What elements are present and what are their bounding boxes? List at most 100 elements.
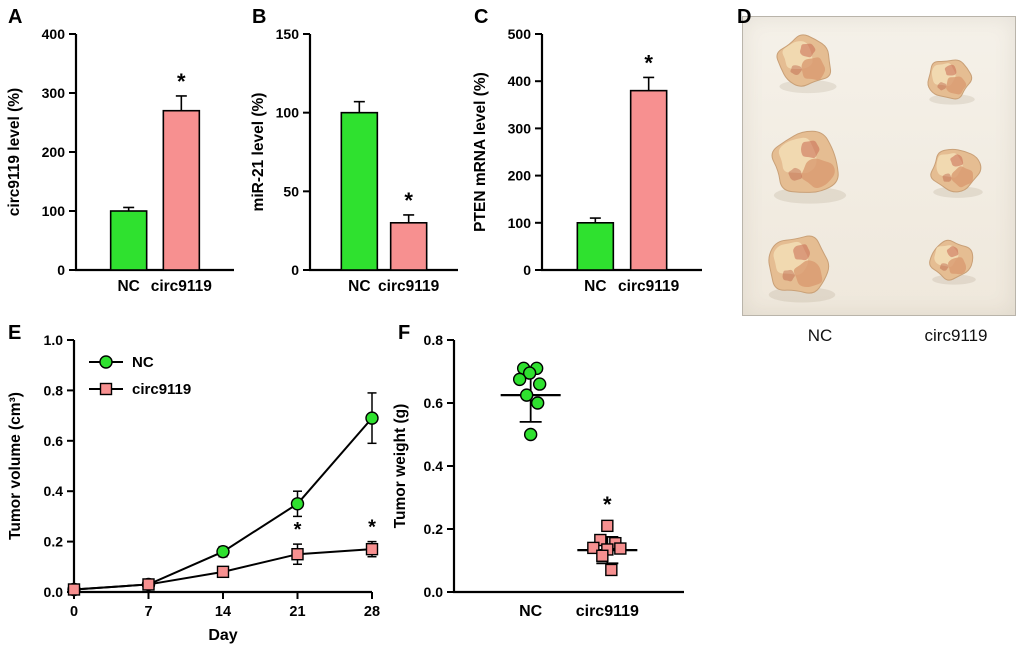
panel-c: C 0 100 200 300 400 500 PTEN mRNA level (%) NC *… [468,2,712,312]
svg-text:14: 14 [215,604,231,620]
svg-text:Tumor weight (g): Tumor weight (g) [392,404,409,529]
svg-text:0: 0 [57,262,65,278]
svg-text:circ9119 level (%): circ9119 level (%) [6,88,23,216]
bar-chart-pten-mrna-level: 0 100 200 300 400 500 PTEN mRNA level (%) NC * ci… [468,2,712,312]
svg-text:NC: NC [117,278,139,295]
svg-text:Tumor volume (cm³): Tumor volume (cm³) [7,392,24,540]
panel-letter-f: F [398,322,411,344]
panel-d: D NC circ9119 [728,2,1020,354]
svg-text:NC: NC [519,603,543,620]
svg-text:0.6: 0.6 [424,395,444,411]
svg-text:0.0: 0.0 [424,584,444,600]
svg-text:100: 100 [42,203,66,219]
point-NC-2 [522,366,537,380]
point-circ9119-day28 [365,542,379,556]
point-NC-5 [519,388,534,402]
point-circ9119-7 [605,563,618,577]
svg-text:0.0: 0.0 [44,584,64,600]
svg-text:0.2: 0.2 [44,534,64,550]
svg-text:PTEN mRNA level (%): PTEN mRNA level (%) [472,72,489,232]
svg-text:*: * [294,519,302,541]
svg-text:0.4: 0.4 [424,458,444,474]
svg-text:100: 100 [276,105,300,121]
svg-text:0.2: 0.2 [424,521,444,537]
panel-b: B 0 50 100 150 miR-21 level (%) NC * circ9119 [246,2,468,312]
point-circ9119-5 [614,542,627,555]
panel-letter-b: B [252,6,267,28]
tumor-NC-0 [776,34,837,94]
svg-text:300: 300 [42,85,66,101]
line-chart-tumor-volume: 0.0 0.2 0.4 0.6 0.8 1.0 0 7 14 21 28 Day Tumor volum… [2,316,388,650]
series-line-NC [73,417,373,591]
bar-NC [340,111,379,271]
tumor-photo [742,16,1016,316]
point-NC-4 [532,377,547,391]
svg-text:*: * [368,517,376,539]
tumor-NC-2 [768,235,836,303]
panel-letter-e: E [8,322,22,344]
svg-text:miR-21 level (%): miR-21 level (%) [250,93,267,212]
svg-text:circ9119: circ9119 [151,278,213,295]
chart-svg-B: 0 50 100 150 miR-21 level (%) NC * circ9119 [250,26,458,295]
svg-text:200: 200 [42,144,66,160]
chart-svg-F: 0.0 0.2 0.4 0.6 0.8 Tumor weight (g) NC * circ91… [392,332,684,620]
panel-e: E 0.0 0.2 0.4 0.6 0.8 1.0 0 7 14 21 28 Day Tumor vol… [2,316,388,650]
tumor-circ9119-2 [929,239,976,285]
point-NC-3 [512,372,527,387]
svg-text:*: * [644,50,653,75]
svg-text:400: 400 [508,73,532,89]
svg-text:NC: NC [584,278,606,295]
tumor-NC-1 [771,130,847,204]
svg-text:circ9119: circ9119 [378,278,440,295]
svg-text:1.0: 1.0 [44,332,64,348]
bar-circ9119 [629,89,668,271]
svg-text:circ9119: circ9119 [576,603,639,620]
panel-a: A 0 100 200 300 400 circ9119 level (%) NC * circ… [2,2,244,312]
point-circ9119-day21 [291,547,304,561]
panel-letter-a: A [8,6,23,28]
svg-text:50: 50 [283,183,299,199]
svg-text:*: * [603,492,612,517]
svg-text:100: 100 [508,215,532,231]
panel-letter-c: C [474,6,489,28]
legend-marker-NC [99,355,113,369]
point-circ9119-day7 [142,578,155,591]
bar-NC [576,222,615,271]
svg-text:0: 0 [70,604,78,620]
chart-svg-E: 0.0 0.2 0.4 0.6 0.8 1.0 0 7 14 21 28 Day Tumor volum… [7,332,380,644]
svg-text:circ9119: circ9119 [132,381,191,398]
bar-circ9119 [389,222,428,271]
svg-text:150: 150 [276,26,300,42]
tumor-circ9119-1 [930,148,983,198]
point-NC-day14 [216,544,230,559]
point-circ9119-6 [596,549,609,562]
svg-text:NC: NC [348,278,370,295]
panel-letter-d: D [737,6,752,28]
svg-text:500: 500 [508,26,532,42]
point-NC-day28 [365,411,379,425]
point-NC-7 [523,427,538,442]
point-NC-6 [530,396,545,410]
bar-chart-mir21-level: 0 50 100 150 miR-21 level (%) NC * circ9119 [246,2,468,312]
chart-svg-C: 0 100 200 300 400 500 PTEN mRNA level (%) NC * ci… [472,26,702,295]
svg-text:*: * [177,69,186,94]
tumor-photo-canvas [768,34,983,303]
point-circ9119-3 [587,541,600,555]
svg-text:28: 28 [364,604,380,620]
svg-text:Day: Day [208,627,237,644]
point-circ9119-day14 [216,565,230,579]
chart-svg-A: 0 100 200 300 400 circ9119 level (%) NC * circ91… [6,26,234,295]
svg-text:400: 400 [42,26,66,42]
svg-text:0: 0 [291,262,299,278]
bar-chart-circ9119-level: 0 100 200 300 400 circ9119 level (%) NC * circ91… [2,2,244,312]
svg-text:*: * [404,188,413,213]
panel-f: F 0.0 0.2 0.4 0.6 0.8 Tumor weight (g) NC * circ… [388,316,704,650]
tumor-circ9119-0 [927,59,975,105]
svg-text:200: 200 [508,168,532,184]
svg-text:300: 300 [508,120,532,136]
svg-text:7: 7 [144,604,152,620]
svg-text:21: 21 [289,604,305,620]
bar-NC [109,210,148,271]
photo-label-nc: NC [807,326,833,345]
